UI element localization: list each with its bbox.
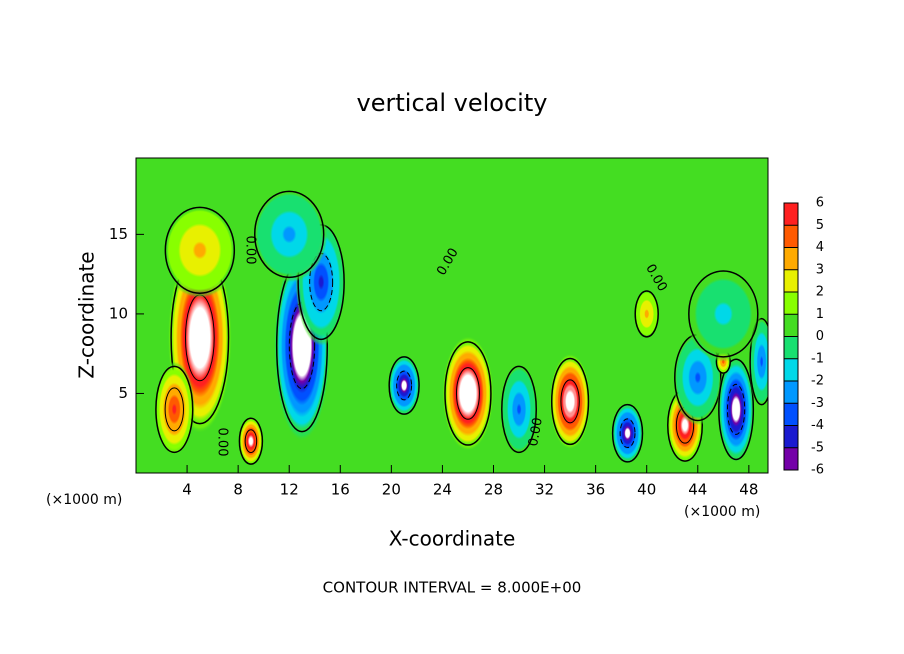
colorbar-band — [784, 269, 798, 292]
zero-contour — [634, 290, 659, 338]
zero-contour — [688, 270, 759, 358]
colorbar-label: 4 — [816, 240, 824, 255]
velocity-cell — [238, 415, 264, 467]
contour-line — [164, 387, 184, 432]
y-tick-label: 5 — [118, 384, 128, 402]
colorbar-label: -1 — [811, 351, 824, 366]
field — [136, 158, 768, 473]
contour-line — [619, 418, 636, 449]
colorbar-band — [784, 381, 798, 404]
colorbar-band — [784, 225, 798, 248]
y-axis-label: Z-coordinate — [75, 251, 99, 378]
velocity-cell — [499, 361, 539, 458]
colorbar-band — [784, 425, 798, 448]
x-unit-label: (×1000 m) — [684, 504, 760, 520]
colorbar-band — [784, 403, 798, 426]
x-tick-label: 32 — [535, 481, 554, 499]
contour-label: 0.00 — [243, 236, 258, 265]
velocity-cell — [633, 288, 660, 340]
colorbar-band — [784, 336, 798, 359]
plot-frame — [135, 157, 769, 474]
contour-line — [560, 379, 580, 424]
x-tick-label: 44 — [688, 481, 707, 499]
x-tick-label: 28 — [484, 481, 503, 499]
zero-contour — [444, 341, 492, 446]
x-tick-label: 8 — [233, 481, 243, 499]
x-tick-label: 36 — [586, 481, 605, 499]
zero-contour — [388, 356, 420, 415]
x-tick-label: 12 — [280, 481, 299, 499]
colorbar-label: 3 — [816, 262, 824, 277]
colorbar-label: -2 — [811, 374, 824, 389]
zero-contour — [550, 357, 590, 446]
colorbar-label: 2 — [816, 285, 824, 300]
velocity-cell — [153, 361, 195, 458]
colorbar-label: 5 — [816, 218, 824, 233]
x-tick-label: 16 — [331, 481, 350, 499]
colorbar-band — [784, 314, 798, 337]
x-unit-label: (×1000 m) — [46, 492, 122, 508]
x-tick-label: 24 — [433, 481, 452, 499]
colorbar-label: 6 — [816, 196, 824, 211]
contour-label: 0.00 — [526, 416, 546, 447]
annotation: CONTOUR INTERVAL = 8.000E+00 — [323, 579, 582, 597]
zero-contour — [718, 358, 755, 461]
colorbar-label: -6 — [811, 463, 824, 478]
colorbar-band — [784, 203, 798, 226]
velocity-cell — [387, 353, 421, 418]
velocity-cell — [442, 336, 494, 451]
contour-line — [726, 383, 746, 435]
velocity-cell — [250, 186, 328, 283]
colorbar-label: -5 — [811, 440, 824, 455]
colorbar-label: 0 — [816, 329, 824, 344]
zero-contour — [501, 365, 538, 454]
zero-contour — [253, 190, 325, 279]
x-tick-label: 4 — [182, 481, 192, 499]
x-tick-label: 40 — [637, 481, 656, 499]
colorbar-label: -4 — [811, 418, 824, 433]
x-tick-label: 48 — [739, 481, 758, 499]
velocity-cell — [685, 266, 762, 362]
zero-contour — [164, 206, 236, 294]
velocity-cell — [549, 353, 591, 450]
velocity-cell — [610, 401, 645, 466]
contour-line — [396, 370, 413, 401]
contour-label: 0.00 — [215, 428, 230, 457]
colorbar-band — [784, 447, 798, 470]
zero-contour — [238, 417, 264, 465]
zero-contour — [611, 403, 644, 463]
x-axis-label: X-coordinate — [389, 527, 516, 551]
y-tick-label: 10 — [109, 304, 128, 322]
colorbar-label: 1 — [816, 307, 824, 322]
zero-contour — [749, 317, 768, 406]
velocity-cell — [161, 202, 239, 298]
contour-line — [455, 367, 480, 420]
colorbar-band — [784, 358, 798, 381]
x-tick-label: 20 — [382, 481, 401, 499]
contour-line — [244, 429, 258, 454]
colorbar-label: -3 — [811, 396, 824, 411]
y-tick-label: 15 — [109, 225, 128, 243]
zero-contour — [155, 365, 194, 454]
colorbar-band — [784, 247, 798, 270]
velocity-cell — [716, 353, 756, 466]
chart-title: vertical velocity — [357, 89, 548, 117]
colorbar-band — [784, 292, 798, 315]
